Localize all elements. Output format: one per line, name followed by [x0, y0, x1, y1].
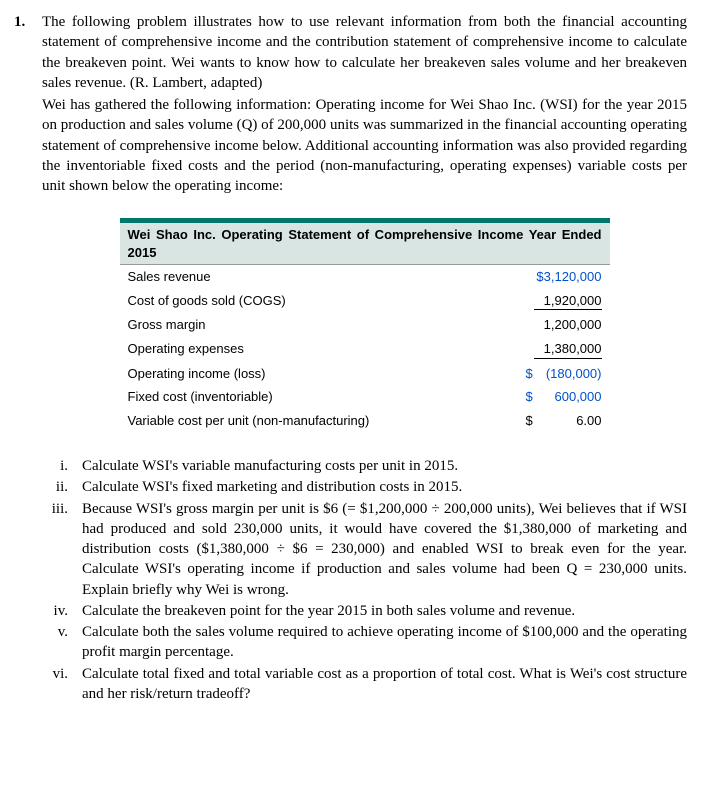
row-label: Variable cost per unit (non-manufacturin…: [120, 409, 518, 433]
problem-number: 1.: [14, 12, 42, 32]
row-value: 1,380,000: [518, 337, 610, 362]
row-value: $600,000: [518, 385, 610, 409]
subpart-text: Calculate WSI's variable manufacturing c…: [82, 456, 687, 476]
table-row: Variable cost per unit (non-manufacturin…: [120, 409, 610, 433]
problem-para-1: The following problem illustrates how to…: [42, 12, 687, 93]
subpart-number: iii.: [42, 499, 82, 519]
subpart-number: v.: [42, 622, 82, 642]
table-row: Fixed cost (inventoriable)$600,000: [120, 385, 610, 409]
subpart-number: vi.: [42, 664, 82, 684]
table-row: Operating expenses1,380,000: [120, 337, 610, 362]
row-value: 1,920,000: [518, 289, 610, 314]
row-value: $6.00: [518, 409, 610, 433]
subpart-number: i.: [42, 456, 82, 476]
row-label: Operating expenses: [120, 337, 518, 362]
subpart-text: Calculate the breakeven point for the ye…: [82, 601, 687, 621]
subpart-number: iv.: [42, 601, 82, 621]
problem-block: 1. The following problem illustrates how…: [14, 12, 687, 456]
subpart-text: Calculate WSI's fixed marketing and dist…: [82, 477, 687, 497]
subpart-row: iv.Calculate the breakeven point for the…: [42, 601, 687, 621]
subpart-text: Calculate both the sales volume required…: [82, 622, 687, 663]
subpart-text: Because WSI's gross margin per unit is $…: [82, 499, 687, 600]
statement-table: Wei Shao Inc. Operating Statement of Com…: [120, 218, 610, 432]
subpart-text: Calculate total fixed and total variable…: [82, 664, 687, 705]
row-value: $(180,000): [518, 362, 610, 386]
subpart-row: v.Calculate both the sales volume requir…: [42, 622, 687, 663]
row-label: Operating income (loss): [120, 362, 518, 386]
row-value: 1,200,000: [518, 313, 610, 337]
statement-table-wrap: Wei Shao Inc. Operating Statement of Com…: [42, 218, 687, 432]
row-label: Fixed cost (inventoriable): [120, 385, 518, 409]
subpart-row: ii.Calculate WSI's fixed marketing and d…: [42, 477, 687, 497]
table-title: Wei Shao Inc. Operating Statement of Com…: [120, 221, 610, 265]
subpart-row: i.Calculate WSI's variable manufacturing…: [42, 456, 687, 476]
subpart-row: iii.Because WSI's gross margin per unit …: [42, 499, 687, 600]
table-row: Gross margin1,200,000: [120, 313, 610, 337]
row-label: Gross margin: [120, 313, 518, 337]
subpart-number: ii.: [42, 477, 82, 497]
problem-body: The following problem illustrates how to…: [42, 12, 687, 456]
table-row: Cost of goods sold (COGS)1,920,000: [120, 289, 610, 314]
row-label: Cost of goods sold (COGS): [120, 289, 518, 314]
table-row: Operating income (loss)$(180,000): [120, 362, 610, 386]
problem-para-2: Wei has gathered the following informati…: [42, 95, 687, 196]
row-label: Sales revenue: [120, 265, 518, 289]
subpart-row: vi.Calculate total fixed and total varia…: [42, 664, 687, 705]
row-value: $3,120,000: [518, 265, 610, 289]
subparts-list: i.Calculate WSI's variable manufacturing…: [42, 456, 687, 704]
table-row: Sales revenue$3,120,000: [120, 265, 610, 289]
